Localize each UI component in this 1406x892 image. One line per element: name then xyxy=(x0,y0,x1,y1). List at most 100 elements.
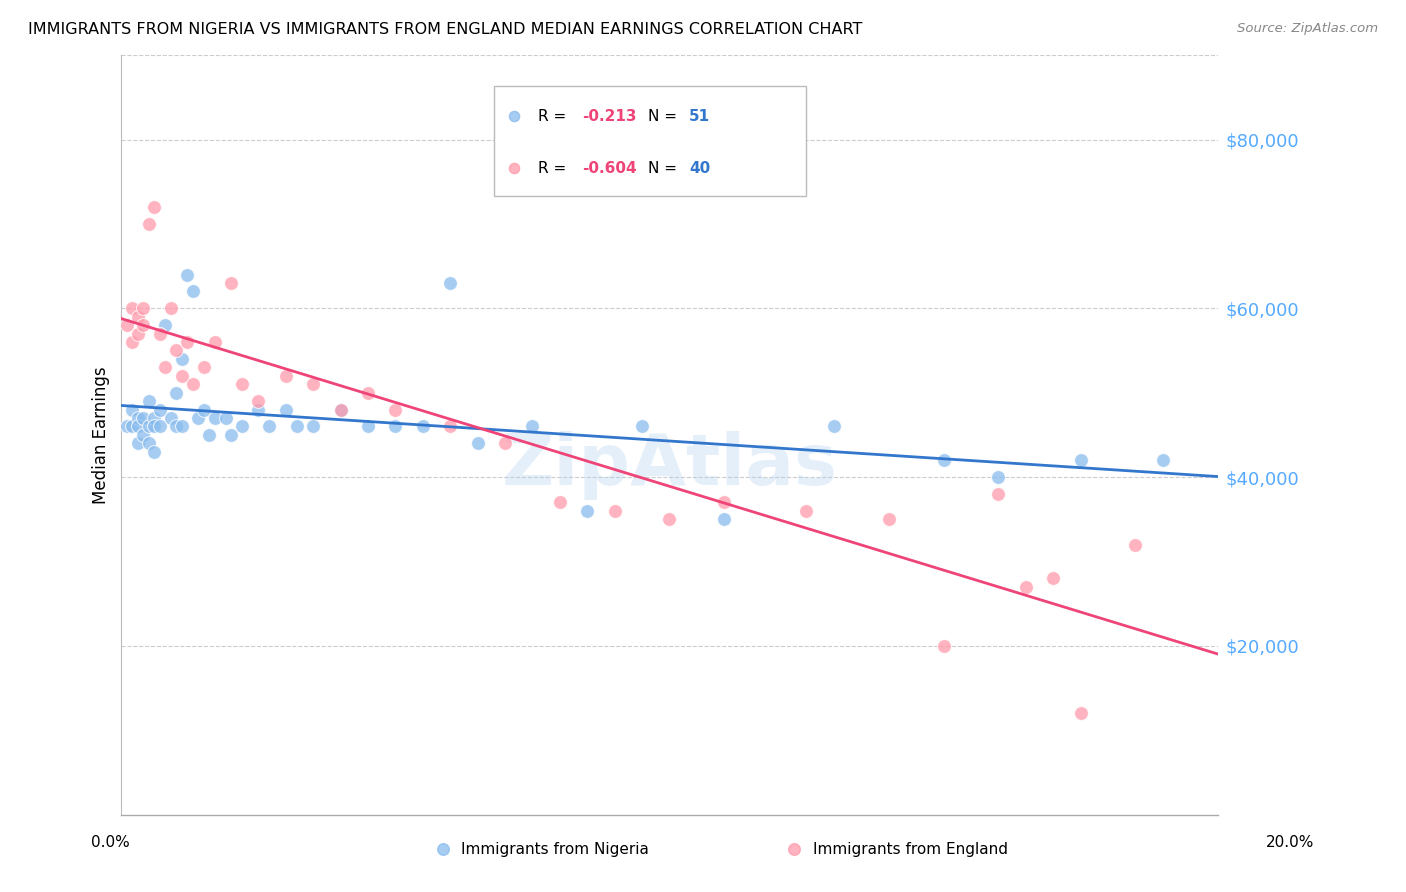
Text: N =: N = xyxy=(648,161,682,176)
Point xyxy=(412,419,434,434)
Point xyxy=(170,419,193,434)
Point xyxy=(576,504,599,518)
Point xyxy=(357,385,380,400)
Point xyxy=(138,217,160,231)
Y-axis label: Median Earnings: Median Earnings xyxy=(93,366,110,504)
Point xyxy=(132,411,155,425)
Point xyxy=(384,419,406,434)
Point xyxy=(115,419,138,434)
Point xyxy=(1015,580,1038,594)
Point xyxy=(796,504,818,518)
Text: 51: 51 xyxy=(689,109,710,124)
Point xyxy=(932,639,955,653)
Text: N =: N = xyxy=(648,109,682,124)
Point xyxy=(219,276,242,290)
Point xyxy=(143,411,166,425)
Point xyxy=(138,394,160,409)
Point xyxy=(384,402,406,417)
Point xyxy=(143,444,166,458)
Point xyxy=(132,318,155,333)
Point xyxy=(1152,453,1174,467)
Point xyxy=(127,310,149,324)
Text: Immigrants from Nigeria: Immigrants from Nigeria xyxy=(461,842,650,856)
Point xyxy=(132,301,155,316)
Point xyxy=(159,411,181,425)
Point xyxy=(193,402,215,417)
Point xyxy=(187,411,209,425)
Point xyxy=(259,419,281,434)
Point xyxy=(155,360,177,375)
Point xyxy=(155,318,177,333)
Point xyxy=(302,419,325,434)
Point xyxy=(170,351,193,366)
Point xyxy=(165,419,187,434)
Point xyxy=(204,411,226,425)
Point xyxy=(877,512,900,526)
Text: IMMIGRANTS FROM NIGERIA VS IMMIGRANTS FROM ENGLAND MEDIAN EARNINGS CORRELATION C: IMMIGRANTS FROM NIGERIA VS IMMIGRANTS FR… xyxy=(28,22,862,37)
Point xyxy=(231,419,253,434)
Point xyxy=(231,377,253,392)
Point xyxy=(181,285,204,299)
Point xyxy=(439,419,461,434)
Point xyxy=(631,419,654,434)
Point xyxy=(127,419,149,434)
Point xyxy=(143,200,166,214)
Point xyxy=(274,368,297,383)
Point xyxy=(165,343,187,358)
Point xyxy=(987,487,1010,501)
Point xyxy=(176,268,198,282)
Point xyxy=(274,402,297,417)
Point xyxy=(204,334,226,349)
Bar xyxy=(494,86,807,195)
Point xyxy=(127,326,149,341)
Point xyxy=(121,301,143,316)
Point xyxy=(149,326,172,341)
Point xyxy=(1123,537,1146,551)
Point xyxy=(1070,706,1092,721)
Point xyxy=(214,411,236,425)
Point xyxy=(132,427,155,442)
Point xyxy=(143,419,166,434)
Point xyxy=(548,495,571,509)
Text: Immigrants from England: Immigrants from England xyxy=(813,842,1008,856)
Point xyxy=(987,470,1010,484)
Point xyxy=(713,495,735,509)
Point xyxy=(149,419,172,434)
Point xyxy=(439,276,461,290)
Point xyxy=(1042,571,1064,585)
Point xyxy=(219,427,242,442)
Point xyxy=(603,504,626,518)
Text: 20.0%: 20.0% xyxy=(1267,836,1315,850)
Point xyxy=(932,453,955,467)
Point xyxy=(302,377,325,392)
Point xyxy=(823,419,845,434)
Point xyxy=(138,419,160,434)
Point xyxy=(357,419,380,434)
Point xyxy=(121,402,143,417)
Point xyxy=(127,411,149,425)
Point xyxy=(127,436,149,450)
Point xyxy=(198,427,221,442)
Point xyxy=(115,318,138,333)
Text: Source: ZipAtlas.com: Source: ZipAtlas.com xyxy=(1237,22,1378,36)
Point xyxy=(159,301,181,316)
Point xyxy=(193,360,215,375)
Point xyxy=(329,402,352,417)
Point xyxy=(170,368,193,383)
Text: -0.604: -0.604 xyxy=(582,161,637,176)
Point xyxy=(522,419,544,434)
Text: 0.0%: 0.0% xyxy=(91,836,131,850)
Point xyxy=(121,334,143,349)
Point xyxy=(149,402,172,417)
Point xyxy=(467,436,489,450)
Text: R =: R = xyxy=(538,109,571,124)
Point xyxy=(285,419,308,434)
Point xyxy=(176,334,198,349)
Text: -0.213: -0.213 xyxy=(582,109,637,124)
Point xyxy=(181,377,204,392)
Text: ZipAtlas: ZipAtlas xyxy=(502,431,838,500)
Point xyxy=(138,436,160,450)
Point xyxy=(329,402,352,417)
Point xyxy=(121,419,143,434)
Point xyxy=(247,394,270,409)
